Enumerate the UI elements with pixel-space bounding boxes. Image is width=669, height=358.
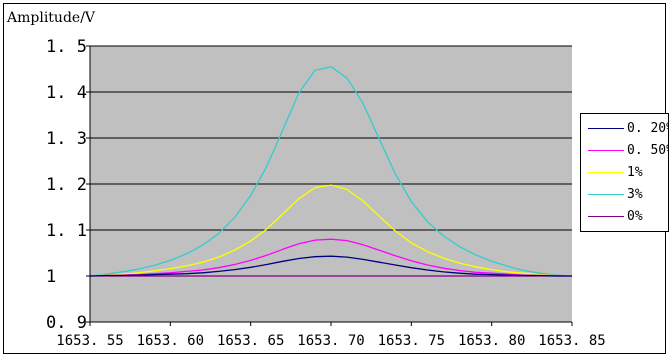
- legend: 0. 20% 0. 50% 1% 3% 0%: [580, 113, 669, 232]
- legend-label: 0. 20%: [627, 121, 669, 136]
- series-line-1: [89, 184, 573, 277]
- tick-labels: 0. 9 1 1. 1 1. 2 1. 3 1. 4 1. 5 1653. 55 1653. 6…: [46, 37, 606, 349]
- x-tick-label: 1653. 65: [217, 333, 284, 349]
- legend-swatch: [588, 172, 624, 173]
- x-tick-label: 1653. 80: [458, 333, 525, 349]
- legend-swatch: [588, 128, 624, 129]
- series-line-3: [89, 66, 573, 277]
- series-lines: [89, 66, 573, 277]
- x-tick-label: 1653. 60: [137, 333, 204, 349]
- y-tick-label: 1. 1: [46, 221, 87, 241]
- legend-item: 0. 20%: [581, 119, 669, 139]
- x-tick-label: 1653. 55: [56, 333, 123, 349]
- y-axis-title: Amplitude/V: [6, 10, 96, 26]
- legend-swatch: [588, 150, 624, 151]
- x-tick-label: 1653. 70: [297, 333, 364, 349]
- y-tick-label: 1: [46, 267, 56, 287]
- series-line-020: [89, 255, 572, 277]
- y-tick-label: 1. 5: [46, 37, 87, 57]
- legend-swatch: [588, 194, 624, 195]
- legend-label: 0. 50%: [627, 143, 669, 158]
- y-tick-label: 1. 3: [46, 129, 87, 149]
- legend-label: 0%: [627, 209, 643, 224]
- x-tick-label: 1653. 75: [378, 333, 445, 349]
- y-tick-label: 1. 4: [46, 83, 87, 103]
- legend-item: 0%: [581, 207, 669, 227]
- x-tick-label: 1653. 85: [538, 333, 605, 349]
- y-tick-label: 1. 2: [46, 175, 87, 195]
- legend-swatch: [588, 216, 624, 217]
- legend-item: 0. 50%: [581, 141, 669, 161]
- legend-label: 1%: [627, 165, 643, 180]
- axes: [86, 45, 573, 326]
- y-tick-label: 0. 9: [46, 313, 87, 333]
- legend-item: 3%: [581, 185, 669, 205]
- series-line-050: [89, 238, 573, 277]
- legend-item: 1%: [581, 163, 669, 183]
- legend-label: 3%: [627, 187, 643, 202]
